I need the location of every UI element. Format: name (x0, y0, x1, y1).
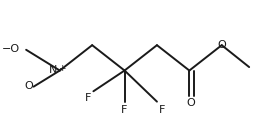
Text: O: O (186, 98, 195, 108)
Text: +: + (59, 64, 66, 73)
Text: F: F (159, 105, 165, 115)
Text: N: N (49, 65, 57, 75)
Text: F: F (85, 93, 92, 103)
Text: O: O (217, 40, 226, 50)
Text: O: O (24, 81, 33, 91)
Text: F: F (121, 105, 128, 115)
Text: −O: −O (2, 44, 20, 54)
